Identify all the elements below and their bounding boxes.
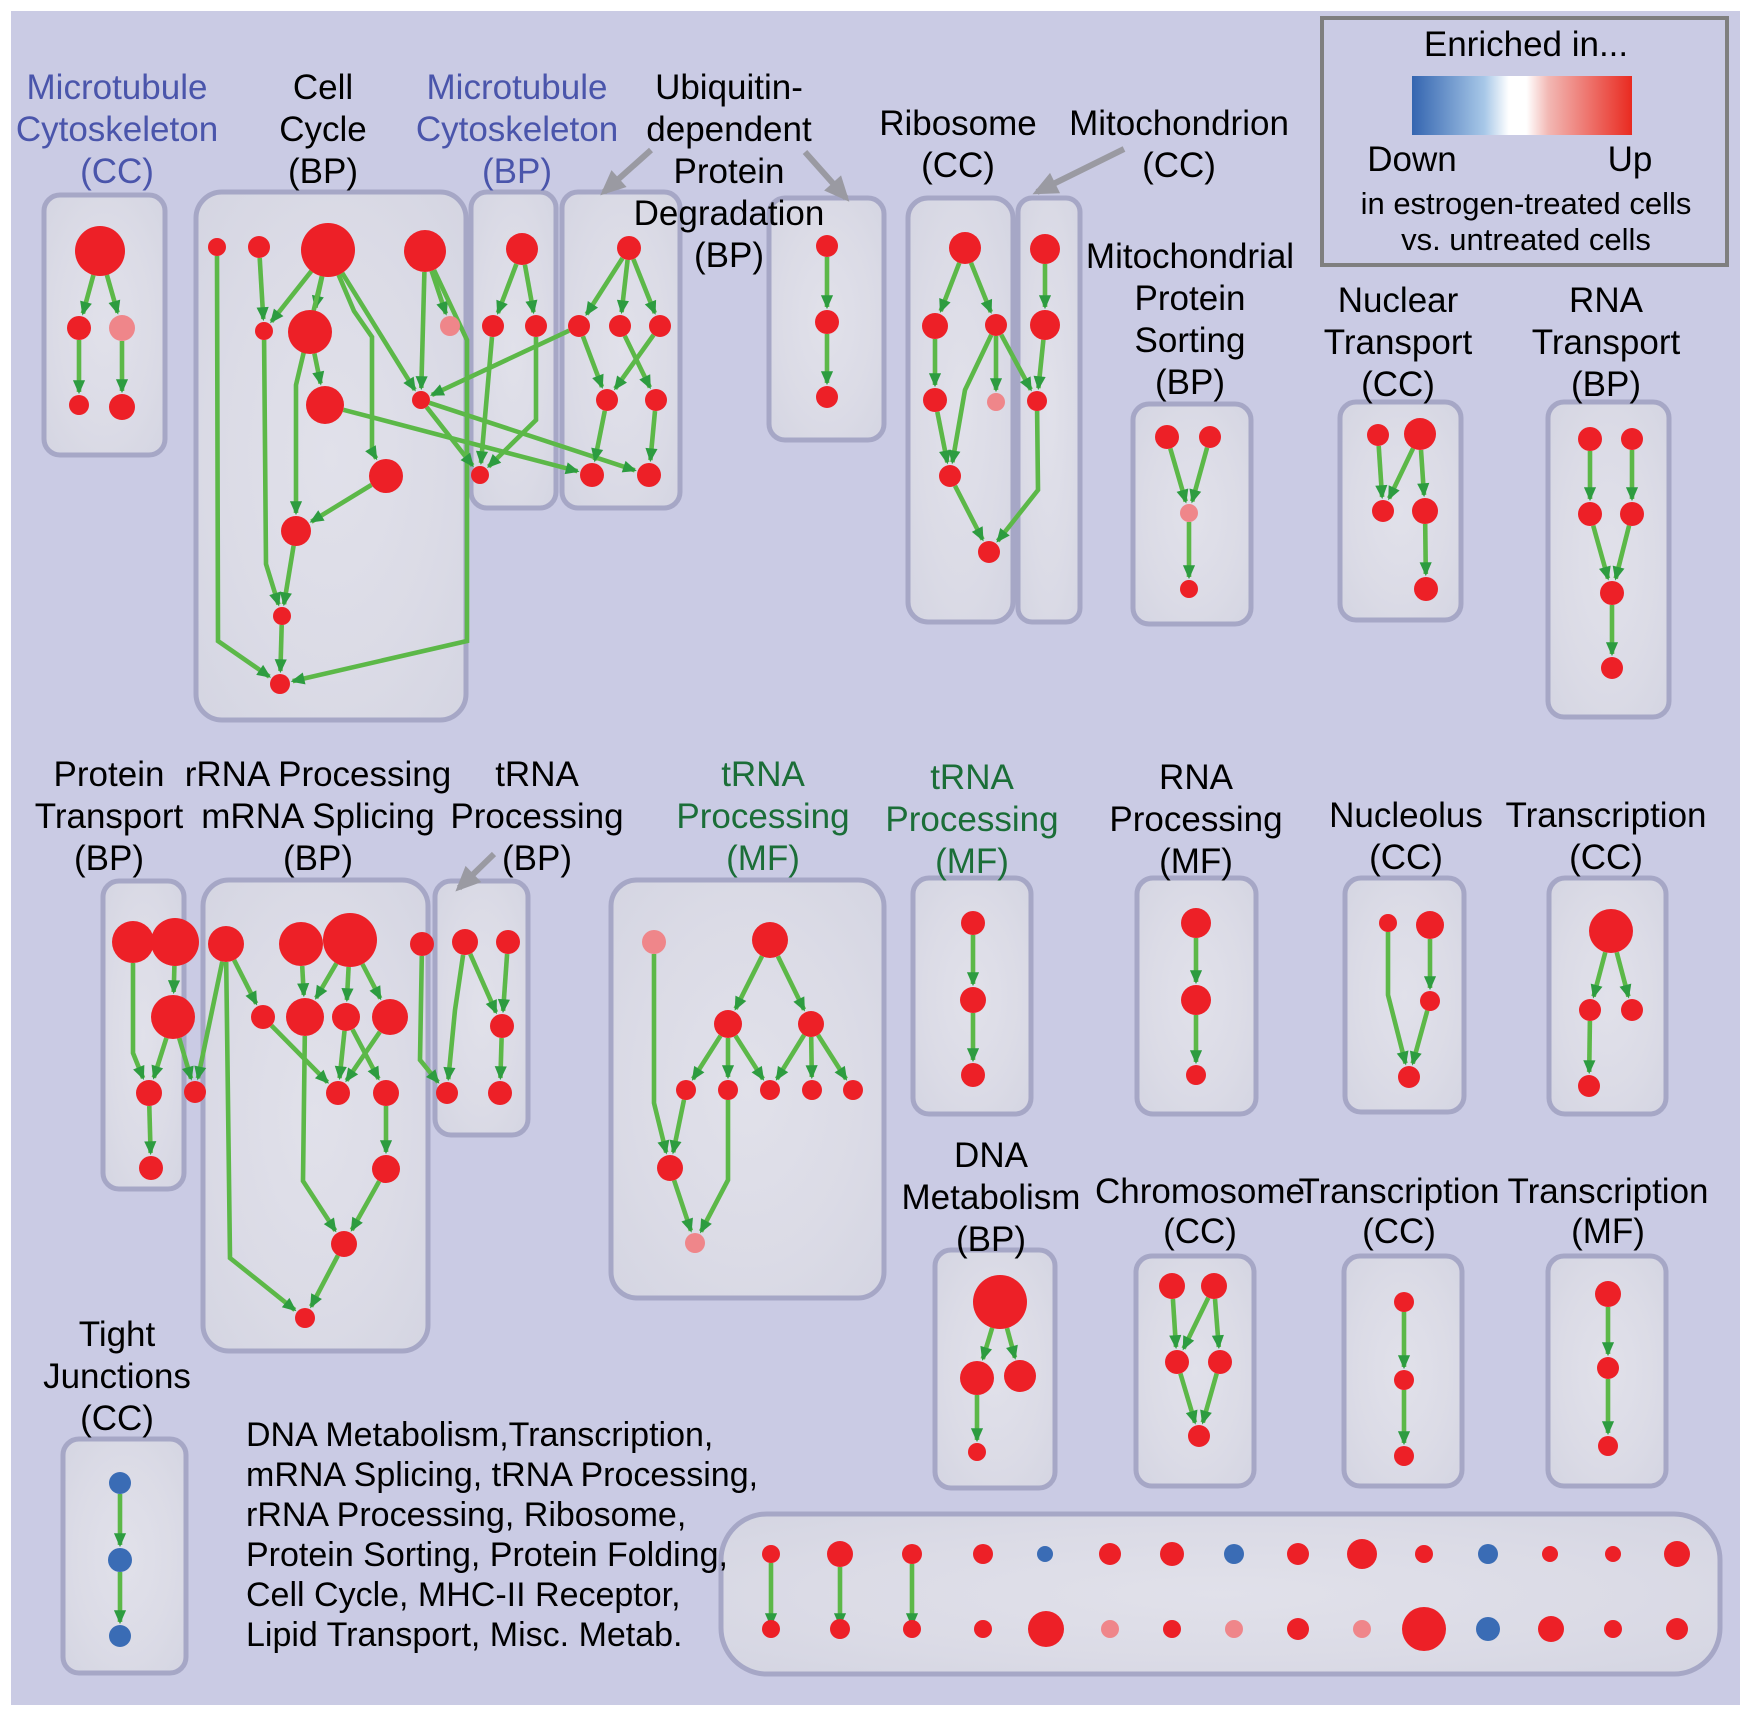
- svg-text:(CC): (CC): [1163, 1212, 1237, 1251]
- svg-text:Cytoskeleton: Cytoskeleton: [16, 110, 218, 149]
- svg-text:Microtubule: Microtubule: [427, 68, 608, 107]
- svg-text:(MF): (MF): [935, 842, 1009, 881]
- svg-text:tRNA: tRNA: [930, 758, 1014, 797]
- svg-text:Ribosome: Ribosome: [879, 104, 1037, 143]
- svg-text:Nuclear: Nuclear: [1338, 281, 1459, 320]
- svg-text:Ubiquitin-: Ubiquitin-: [655, 68, 803, 107]
- svg-text:Protein: Protein: [674, 152, 785, 191]
- svg-text:Transcription: Transcription: [1508, 1172, 1709, 1211]
- svg-text:Mitochondrial: Mitochondrial: [1086, 237, 1294, 276]
- svg-text:Transport: Transport: [1324, 323, 1473, 362]
- svg-text:(BP): (BP): [694, 236, 764, 275]
- svg-text:Processing: Processing: [885, 800, 1058, 839]
- svg-text:Transport: Transport: [1532, 323, 1681, 362]
- svg-text:Tight: Tight: [79, 1315, 156, 1354]
- svg-text:Transport: Transport: [35, 797, 184, 836]
- svg-text:(CC): (CC): [80, 1399, 154, 1438]
- svg-text:DNA Metabolism,Transcription,: DNA Metabolism,Transcription,: [246, 1416, 713, 1454]
- svg-text:Sorting: Sorting: [1135, 321, 1246, 360]
- svg-text:Enriched in...: Enriched in...: [1424, 25, 1628, 64]
- svg-text:(BP): (BP): [502, 839, 572, 878]
- svg-text:(MF): (MF): [726, 839, 800, 878]
- svg-text:(BP): (BP): [74, 839, 144, 878]
- svg-text:Processing: Processing: [1109, 800, 1282, 839]
- svg-text:dependent: dependent: [646, 110, 812, 149]
- svg-text:rRNA Processing: rRNA Processing: [185, 755, 451, 794]
- svg-text:(MF): (MF): [1159, 842, 1233, 881]
- svg-text:mRNA Splicing, tRNA Processing: mRNA Splicing, tRNA Processing,: [246, 1456, 758, 1494]
- svg-text:vs. untreated cells: vs. untreated cells: [1401, 222, 1651, 257]
- svg-text:DNA: DNA: [954, 1136, 1029, 1175]
- svg-text:Processing: Processing: [450, 797, 623, 836]
- svg-text:Chromosome: Chromosome: [1095, 1172, 1305, 1211]
- svg-text:(BP): (BP): [283, 839, 353, 878]
- svg-text:(CC): (CC): [80, 152, 154, 191]
- svg-text:(BP): (BP): [1155, 363, 1225, 402]
- svg-text:Protein: Protein: [54, 755, 165, 794]
- svg-text:Mitochondrion: Mitochondrion: [1069, 104, 1289, 143]
- svg-text:Cycle: Cycle: [279, 110, 367, 149]
- svg-text:RNA: RNA: [1569, 281, 1644, 320]
- svg-text:(CC): (CC): [921, 146, 995, 185]
- svg-text:Cell Cycle, MHC-II Receptor,: Cell Cycle, MHC-II Receptor,: [246, 1576, 681, 1614]
- svg-text:(BP): (BP): [956, 1220, 1026, 1259]
- svg-text:mRNA Splicing: mRNA Splicing: [201, 797, 434, 836]
- svg-text:tRNA: tRNA: [721, 755, 805, 794]
- svg-text:(CC): (CC): [1362, 1212, 1436, 1251]
- svg-text:(CC): (CC): [1361, 365, 1435, 404]
- svg-text:(BP): (BP): [288, 152, 358, 191]
- svg-text:Down: Down: [1367, 140, 1456, 179]
- svg-text:Cell: Cell: [293, 68, 353, 107]
- svg-text:Metabolism: Metabolism: [902, 1178, 1081, 1217]
- svg-text:Nucleolus: Nucleolus: [1329, 796, 1483, 835]
- svg-text:in estrogen-treated cells: in estrogen-treated cells: [1361, 186, 1692, 221]
- svg-text:(MF): (MF): [1571, 1212, 1645, 1251]
- svg-text:Protein: Protein: [1135, 279, 1246, 318]
- svg-text:(CC): (CC): [1142, 146, 1216, 185]
- svg-text:Junctions: Junctions: [43, 1357, 191, 1396]
- svg-text:Processing: Processing: [676, 797, 849, 836]
- svg-text:Up: Up: [1608, 140, 1653, 179]
- svg-text:Lipid Transport, Misc. Metab.: Lipid Transport, Misc. Metab.: [246, 1616, 683, 1654]
- svg-text:RNA: RNA: [1159, 758, 1234, 797]
- svg-text:Degradation: Degradation: [634, 194, 825, 233]
- svg-text:(CC): (CC): [1369, 838, 1443, 877]
- svg-text:Transcription: Transcription: [1506, 796, 1707, 835]
- svg-text:(CC): (CC): [1569, 838, 1643, 877]
- svg-text:rRNA Processing, Ribosome,: rRNA Processing, Ribosome,: [246, 1496, 686, 1534]
- svg-text:(BP): (BP): [482, 152, 552, 191]
- svg-text:Protein Sorting, Protein Foldi: Protein Sorting, Protein Folding,: [246, 1536, 728, 1574]
- svg-text:tRNA: tRNA: [495, 755, 579, 794]
- svg-text:Microtubule: Microtubule: [27, 68, 208, 107]
- svg-text:(BP): (BP): [1571, 365, 1641, 404]
- svg-text:Transcription: Transcription: [1299, 1172, 1500, 1211]
- svg-text:Cytoskeleton: Cytoskeleton: [416, 110, 618, 149]
